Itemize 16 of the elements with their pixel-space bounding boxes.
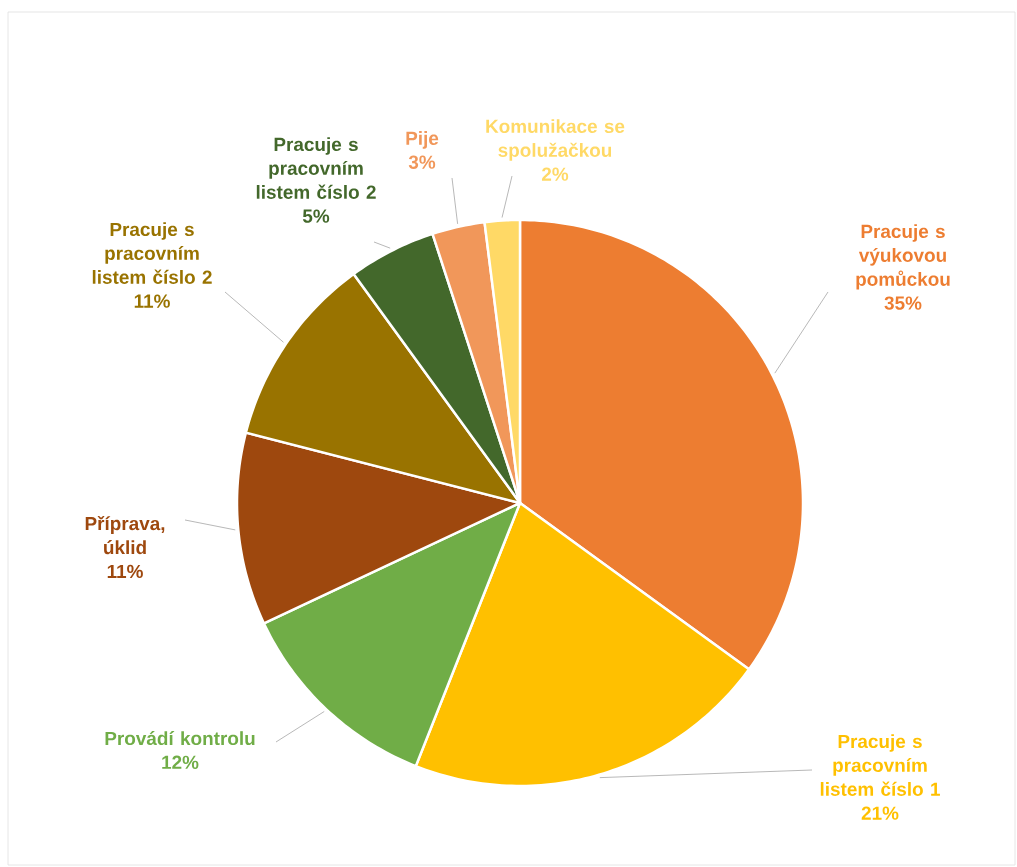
slice-label: Pracuje s pracovním listem číslo 2	[256, 137, 376, 199]
data-label: 5%	[302, 209, 330, 223]
data-label: 12%	[162, 755, 199, 769]
data-label: 2%	[541, 167, 569, 181]
slice-label: Pracuje s pracovním listem číslo 2	[92, 222, 212, 284]
data-label: 11%	[134, 294, 170, 308]
data-label: 11%	[107, 564, 143, 579]
data-label: 3%	[408, 155, 436, 169]
slice-label: Pracuje s pracovním listem číslo 1	[820, 734, 940, 796]
slice-label: Provádí kontrolu	[105, 731, 255, 746]
slice-label: Pije	[406, 131, 439, 149]
data-label: 35%	[884, 296, 922, 310]
slice-label: Příprava, úklid	[85, 515, 165, 555]
data-label: 21%	[861, 806, 899, 820]
slice-label: Komunikace se spolužačkou	[486, 119, 625, 161]
slice-label: Pracuje s výukovou pomůckou	[856, 224, 950, 290]
